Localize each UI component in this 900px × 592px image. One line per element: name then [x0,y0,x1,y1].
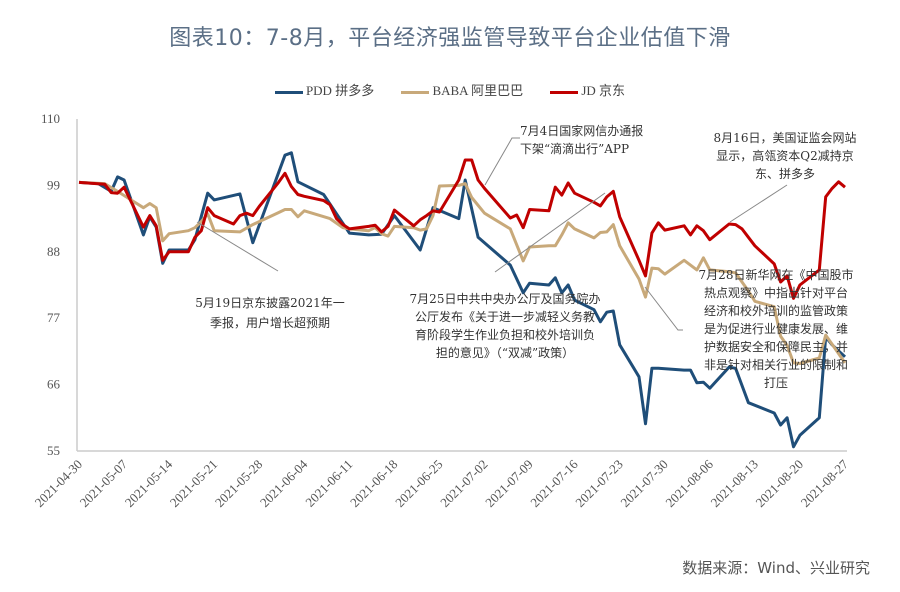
chart-title: 图表10：7-8月，平台经济强监管导致平台企业估值下滑 [169,26,731,51]
annotation-text: 护数据安全和保障民主，并 [704,339,848,354]
annotation-leader-line [729,184,788,223]
legend-swatch [274,90,303,94]
legend-item-pdd: PDD 拼多多 [274,80,375,99]
annotation-text: 育阶段学生作业负担和校外培训负 [415,327,595,342]
annotation-leader-line [644,286,683,331]
y-tick-label: 99 [47,177,60,192]
annotation-leader-line [196,221,279,272]
x-tick-label: 2021-08-06 [662,456,716,510]
source-note: 数据来源：Wind、兴业研究 [682,559,870,577]
x-tick-label: 2021-05-14 [122,456,176,510]
x-tick-label: 2021-07-23 [572,457,626,511]
x-tick-label: 2021-08-20 [753,457,807,511]
x-tick-label: 2021-05-28 [212,457,266,511]
x-tick-label: 2021-07-02 [437,457,491,511]
annotation-text: 季报，用户增长超预期 [210,315,330,330]
legend-item-baba: BABA 阿里巴巴 [401,80,523,99]
annotation-text: 7月4日国家网信办通报 [520,123,643,138]
annotation-text: 7月25日中共中央办公厅及国务院办 [410,291,601,306]
legend-label: JD 京东 [581,83,626,98]
annotation-text: 下架“滴滴出行”APP [520,141,629,156]
annotation-text: 8月16日，美国证监会网站 [714,131,857,145]
x-tick-label: 2021-07-09 [482,457,536,511]
annotation-text: 5月19日京东披露2021年一 [195,296,344,310]
annotation-text: 是为促进行业健康发展、维 [704,321,848,336]
annotation-leader-line [484,137,520,186]
annotation-text: 热点观察》中指出针对平台 [704,285,848,300]
y-tick-label: 77 [47,310,61,325]
x-tick-label: 2021-07-30 [617,457,671,511]
y-tick-label: 88 [47,244,60,259]
annotation-text: 非是针对相关行业的限制和 [704,357,848,372]
annotation-text: 东、拼多多 [755,167,815,181]
x-tick-label: 2021-04-30 [32,457,86,511]
x-tick-label: 2021-05-07 [77,456,131,510]
x-tick-label: 2021-06-04 [257,456,311,510]
x-tick-label: 2021-08-27 [798,456,852,510]
x-tick-label: 2021-05-21 [167,457,221,511]
series-line-baba [78,180,847,365]
y-tick-label: 55 [47,443,60,458]
legend-label: BABA 阿里巴巴 [432,83,524,98]
annotation-text: 显示，高瓴资本Q2减持京 [716,148,853,163]
annotation-text: 经济和校外培训的监管政策 [704,303,848,318]
legend-label: PDD 拼多多 [305,83,375,98]
annotation-text: 担的意见》（“双减”政策） [436,345,574,360]
x-tick-label: 2021-08-13 [707,457,761,511]
legend-swatch [550,90,579,94]
series-line-jd [78,158,846,300]
x-tick-label: 2021-06-18 [347,457,401,511]
y-tick-label: 110 [41,111,60,126]
x-tick-label: 2021-06-25 [392,457,446,511]
y-tick-label: 66 [47,377,61,392]
legend-swatch [401,90,430,94]
legend: PDD 拼多多 BABA 阿里巴巴 JD 京东 [0,80,900,99]
legend-item-jd: JD 京东 [550,80,625,99]
annotation-text: 打压 [764,376,788,390]
x-tick-label: 2021-06-11 [302,457,355,510]
x-tick-label: 2021-07-16 [527,456,581,510]
annotation-leader-line [494,192,606,273]
annotation-text: 公厅发布《关于进一步减轻义务教 [415,309,595,324]
annotation-text: 7月28日新华网在《中国股市 [699,267,854,282]
